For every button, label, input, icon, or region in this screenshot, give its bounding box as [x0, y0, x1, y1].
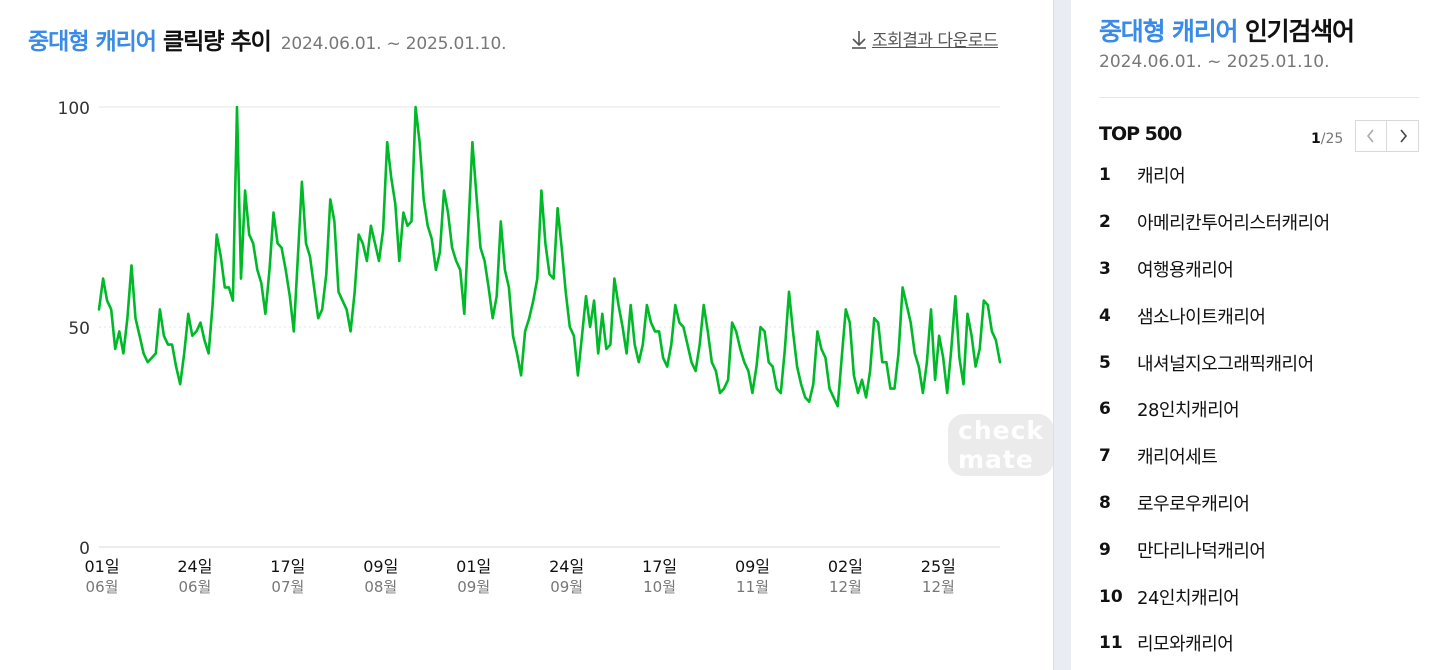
keyword-rank-item[interactable]: 6 28인치캐리어 [1099, 386, 1330, 433]
keyword-rank-item[interactable]: 2 아메리칸투어리스터캐리어 [1099, 199, 1330, 246]
x-tick-day-label: 25일 [921, 557, 956, 576]
x-tick-month-label: 12월 [829, 578, 862, 596]
rank-keyword: 만다리나덕캐리어 [1137, 540, 1266, 562]
next-page-button[interactable] [1387, 120, 1419, 152]
panel-divider [1053, 0, 1071, 670]
divider-line [1099, 97, 1419, 98]
keyword-rank-item[interactable]: 7 캐리어세트 [1099, 433, 1330, 480]
popular-keywords-title-keyword: 중대형 캐리어 [1099, 17, 1239, 46]
x-tick-day-label: 02일 [828, 557, 863, 576]
chart-title: 중대형 캐리어 클릭량 추이 [28, 22, 272, 56]
rank-number: 5 [1099, 352, 1111, 373]
rank-number: 9 [1099, 539, 1111, 560]
popular-keywords-title: 중대형 캐리어 인기검색어 [1099, 12, 1355, 48]
download-label: 조회결과 다운로드 [871, 31, 999, 51]
x-tick-day-label: 01일 [84, 557, 119, 576]
keyword-rank-item[interactable]: 9 만다리나덕캐리어 [1099, 526, 1330, 573]
chevron-left-icon [1366, 129, 1374, 143]
page-total: /25 [1320, 131, 1344, 147]
x-tick-day-label: 17일 [642, 557, 677, 576]
x-tick-month-label: 12월 [922, 578, 955, 596]
click-trend-chart: 0 50 100 01일 06월 24일 06월 17일 07월 09일 08월 01일 09월 24일 0… [58, 99, 1002, 596]
rank-number: 2 [1099, 212, 1111, 233]
keyword-rank-item[interactable]: 5 내셔널지오그래픽캐리어 [1099, 339, 1330, 386]
rank-keyword: 내셔널지오그래픽캐리어 [1137, 353, 1314, 375]
top-label: TOP 500 [1099, 123, 1182, 145]
prev-page-button[interactable] [1355, 120, 1387, 152]
x-tick-day-label: 09일 [735, 557, 770, 576]
keyword-rank-item[interactable]: 3 여행용캐리어 [1099, 246, 1330, 293]
series-line [97, 105, 1002, 408]
chart-title-text: 클릭량 추이 [162, 29, 272, 55]
page-current: 1 [1311, 131, 1321, 147]
rank-number: 7 [1099, 446, 1111, 467]
x-tick-month-label: 07월 [271, 578, 304, 596]
x-tick-month-label: 09월 [457, 578, 490, 596]
rank-keyword: 캐리어 [1137, 166, 1186, 188]
download-icon [851, 30, 866, 49]
chart-title-keyword: 중대형 캐리어 [28, 29, 157, 55]
rank-number: 3 [1099, 258, 1111, 279]
x-tick-day-label: 17일 [270, 557, 305, 576]
y-tick-label: 0 [79, 539, 90, 559]
chart-header: 중대형 캐리어 클릭량 추이 2024.06.01. ~ 2025.01.10. [28, 22, 507, 56]
y-tick-label: 100 [58, 99, 90, 119]
x-tick-month-label: 08월 [364, 578, 397, 596]
keyword-rank-list: 1 캐리어 2 아메리칸투어리스터캐리어 3 여행용캐리어 4 샘소나이트캐리어 5 내셔널지오그… [1099, 152, 1330, 667]
x-tick-month-label: 06월 [178, 578, 211, 596]
popular-keywords-title-text: 인기검색어 [1244, 17, 1355, 46]
keyword-rank-item[interactable]: 10 24인치캐리어 [1099, 573, 1330, 620]
rank-keyword: 캐리어세트 [1137, 447, 1218, 469]
x-tick-month-label: 11월 [736, 578, 769, 596]
x-tick-day-label: 24일 [177, 557, 212, 576]
rank-number: 8 [1099, 492, 1111, 513]
x-tick-month-label: 09월 [550, 578, 583, 596]
rank-keyword: 여행용캐리어 [1137, 259, 1234, 281]
x-tick-day-label: 01일 [456, 557, 491, 576]
rank-keyword: 28인치캐리어 [1137, 400, 1240, 422]
keyword-rank-item[interactable]: 8 로우로우캐리어 [1099, 480, 1330, 527]
rank-number: 1 [1099, 165, 1111, 186]
trend-panel: 중대형 캐리어 클릭량 추이 2024.06.01. ~ 2025.01.10.… [28, 22, 1055, 596]
pager-buttons [1355, 120, 1419, 152]
rank-number: 10 [1099, 586, 1123, 607]
rank-keyword: 샘소나이트캐리어 [1137, 306, 1266, 328]
popular-keywords-period: 2024.06.01. ~ 2025.01.10. [1099, 52, 1330, 72]
rank-keyword: 아메리칸투어리스터캐리어 [1137, 213, 1330, 235]
rank-number: 11 [1099, 633, 1123, 654]
keyword-rank-item[interactable]: 4 샘소나이트캐리어 [1099, 292, 1330, 339]
x-tick-day-label: 09일 [363, 557, 398, 576]
chevron-right-icon [1399, 129, 1407, 143]
x-tick-month-label: 06월 [86, 578, 119, 596]
keyword-rank-item[interactable]: 11 리모와캐리어 [1099, 620, 1330, 667]
x-tick-month-label: 10월 [643, 578, 676, 596]
x-tick-day-label: 24일 [549, 557, 584, 576]
page-indicator: 1/25 [1311, 131, 1343, 147]
rank-keyword: 리모와캐리어 [1137, 634, 1234, 656]
keyword-rank-item[interactable]: 1 캐리어 [1099, 152, 1330, 199]
rank-number: 4 [1099, 305, 1111, 326]
rank-keyword: 로우로우캐리어 [1137, 493, 1250, 515]
y-tick-label: 50 [68, 319, 90, 339]
popular-keywords-panel: 중대형 캐리어 인기검색어 2024.06.01. ~ 2025.01.10. … [1071, 0, 1436, 670]
download-results-link[interactable]: 조회결과 다운로드 [850, 26, 999, 51]
chart-period: 2024.06.01. ~ 2025.01.10. [280, 34, 507, 54]
rank-number: 6 [1099, 399, 1111, 420]
watermark: check mate [948, 414, 1055, 476]
rank-keyword: 24인치캐리어 [1137, 587, 1240, 609]
